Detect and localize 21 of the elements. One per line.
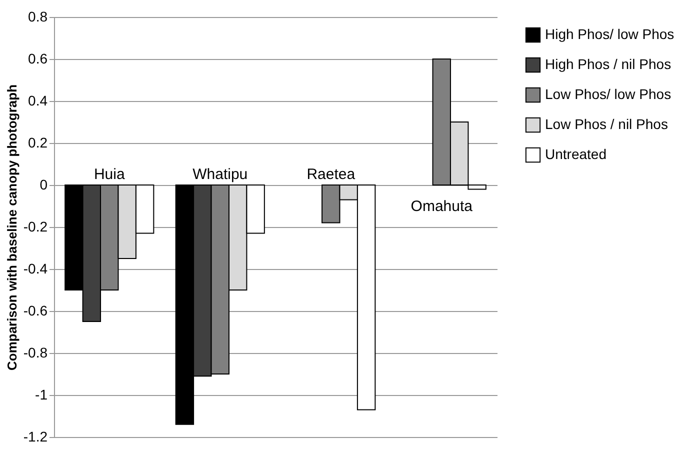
y-axis-title: Comparison with baseline canopy photograph xyxy=(4,84,20,371)
legend-label: Low Phos / nil Phos xyxy=(545,116,668,132)
legend-label: High Phos / nil Phos xyxy=(545,56,672,72)
x-tick-label: Raetea xyxy=(306,166,356,183)
y-tick-label: 0.2 xyxy=(28,134,48,150)
x-tick-label: Huia xyxy=(94,166,126,183)
legend-label: Low Phos/ low Phos xyxy=(545,86,672,102)
y-tick-label: -0.6 xyxy=(23,302,48,318)
y-tick-label: -1 xyxy=(35,386,48,402)
x-tick-label: Whatipu xyxy=(192,166,248,183)
legend-label: High Phos/ low Phos xyxy=(545,26,674,42)
y-tick-label: -0.8 xyxy=(23,344,48,360)
y-tick-label: 0.6 xyxy=(28,50,48,66)
x-tick-label: Omahuta xyxy=(410,198,474,215)
y-tick-label: 0.8 xyxy=(28,8,48,24)
y-tick-label: 0 xyxy=(40,176,48,192)
y-tick-label: -1.2 xyxy=(23,428,48,444)
y-tick-label: -0.2 xyxy=(23,218,48,234)
legend-label: Untreated xyxy=(545,146,606,162)
y-tick-label: 0.4 xyxy=(28,92,48,108)
y-tick-label: -0.4 xyxy=(23,260,48,276)
